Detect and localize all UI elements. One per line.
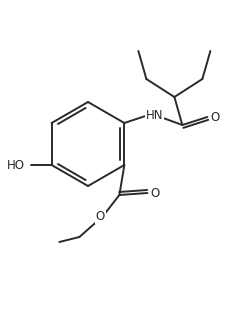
Text: O: O xyxy=(151,187,160,200)
Text: HO: HO xyxy=(7,158,25,172)
Text: HN: HN xyxy=(146,109,163,122)
Text: O: O xyxy=(96,210,105,223)
Text: O: O xyxy=(211,111,220,124)
